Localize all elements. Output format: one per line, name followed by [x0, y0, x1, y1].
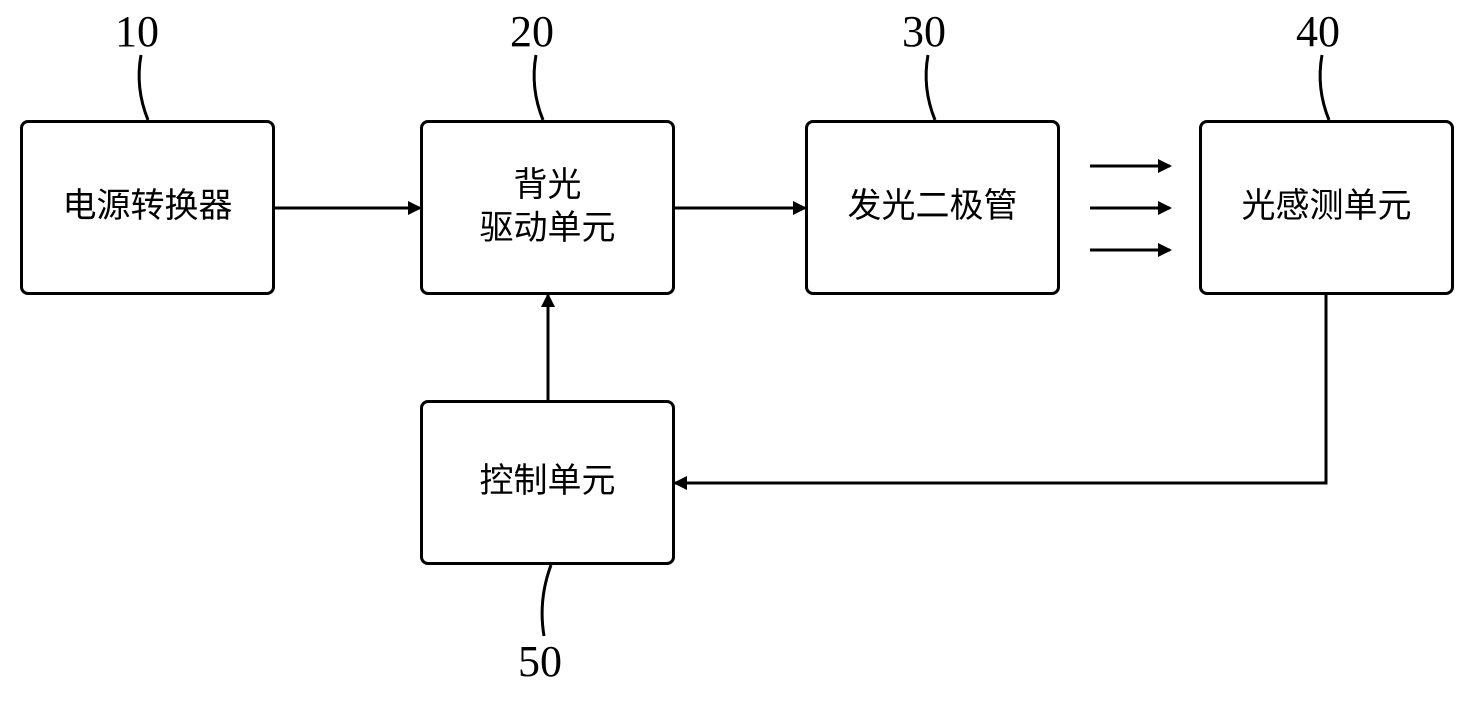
node-label: 光感测单元	[1242, 186, 1412, 229]
node-light-sensor: 光感测单元	[1199, 120, 1454, 295]
node-label: 背光 驱动单元	[480, 165, 616, 250]
node-backlight-driver: 背光 驱动单元	[420, 120, 675, 295]
diagram-canvas: 10 电源转换器 20 背光 驱动单元 30 发光二极管 40 光感测单元 50…	[0, 0, 1468, 707]
node-control-unit: 控制单元	[420, 400, 675, 565]
edge-40-50	[675, 295, 1326, 483]
node-label: 电源转换器	[63, 186, 233, 229]
tick-30	[926, 55, 935, 120]
node-led: 发光二极管	[805, 120, 1060, 295]
node-label: 发光二极管	[848, 186, 1018, 229]
tick-10	[139, 55, 148, 120]
node-number-50: 50	[518, 636, 562, 687]
node-label: 控制单元	[480, 461, 616, 504]
node-number-10: 10	[115, 6, 159, 57]
tick-50	[542, 565, 551, 636]
node-number-20: 20	[510, 6, 554, 57]
node-number-40: 40	[1296, 6, 1340, 57]
node-power-converter: 电源转换器	[20, 120, 275, 295]
arrows-overlay	[0, 0, 1468, 707]
tick-40	[1320, 55, 1329, 120]
tick-20	[534, 55, 543, 120]
node-number-30: 30	[902, 6, 946, 57]
